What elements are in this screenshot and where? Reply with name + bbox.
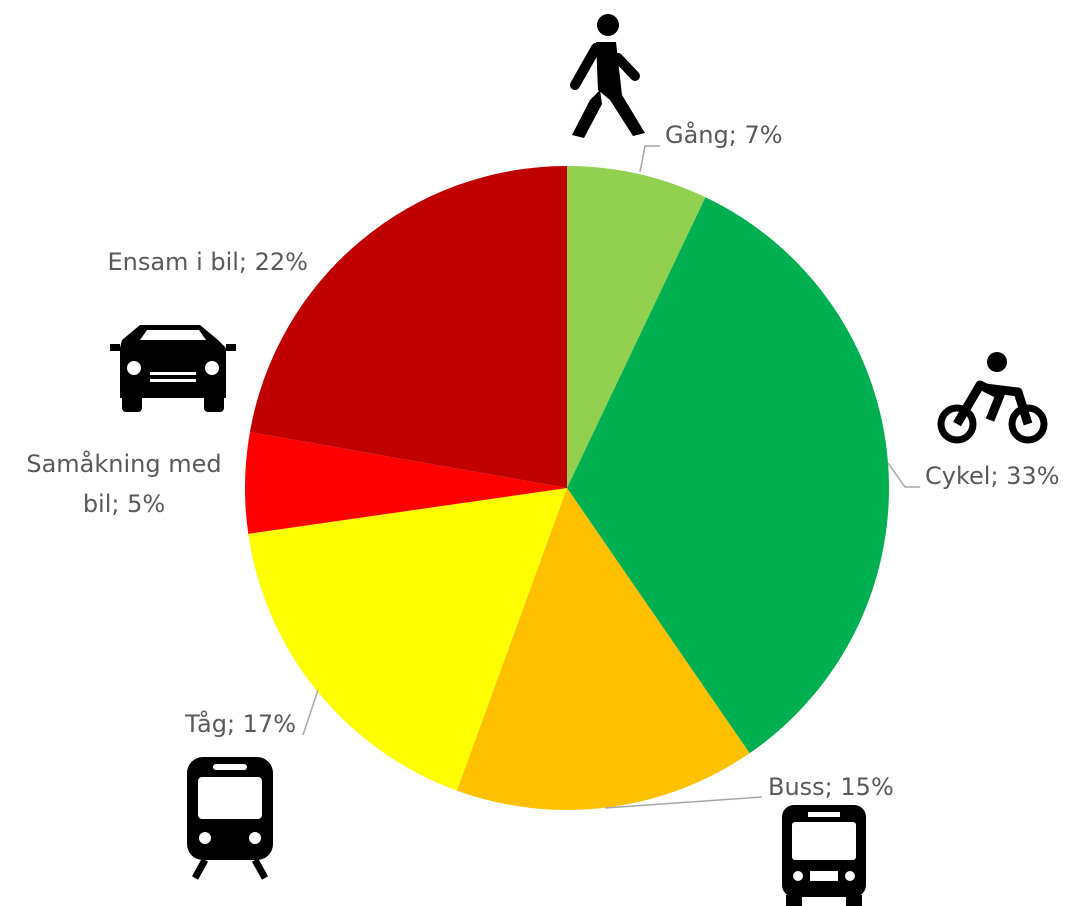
pie-slice [567,197,889,754]
bike-icon [937,352,1048,444]
pie-slice [244,432,567,534]
pie-slice [248,488,567,791]
data-label: Gång; 7% [665,120,783,149]
walk-icon [570,14,645,138]
leader-line [639,145,660,173]
train-icon [187,757,273,880]
leader-line [604,796,763,809]
data-label: Tåg; 17% [184,709,296,738]
pie [244,166,889,810]
data-label: Ensam i bil; 22% [107,248,308,276]
data-label: Buss; 15% [768,773,894,801]
pie-slice [567,166,706,488]
car-icon [110,325,236,412]
bus-icon [782,805,866,906]
pie-slice [249,166,567,488]
data-label: Cykel; 33% [925,462,1060,490]
data-label-line: bil; 5% [83,490,165,518]
pie-slice [456,488,750,810]
leader-line [887,462,920,488]
leader-line [302,689,319,736]
data-label: Samåkning med bil; 5% [26,449,221,518]
data-label-line: Samåkning med [26,449,221,478]
